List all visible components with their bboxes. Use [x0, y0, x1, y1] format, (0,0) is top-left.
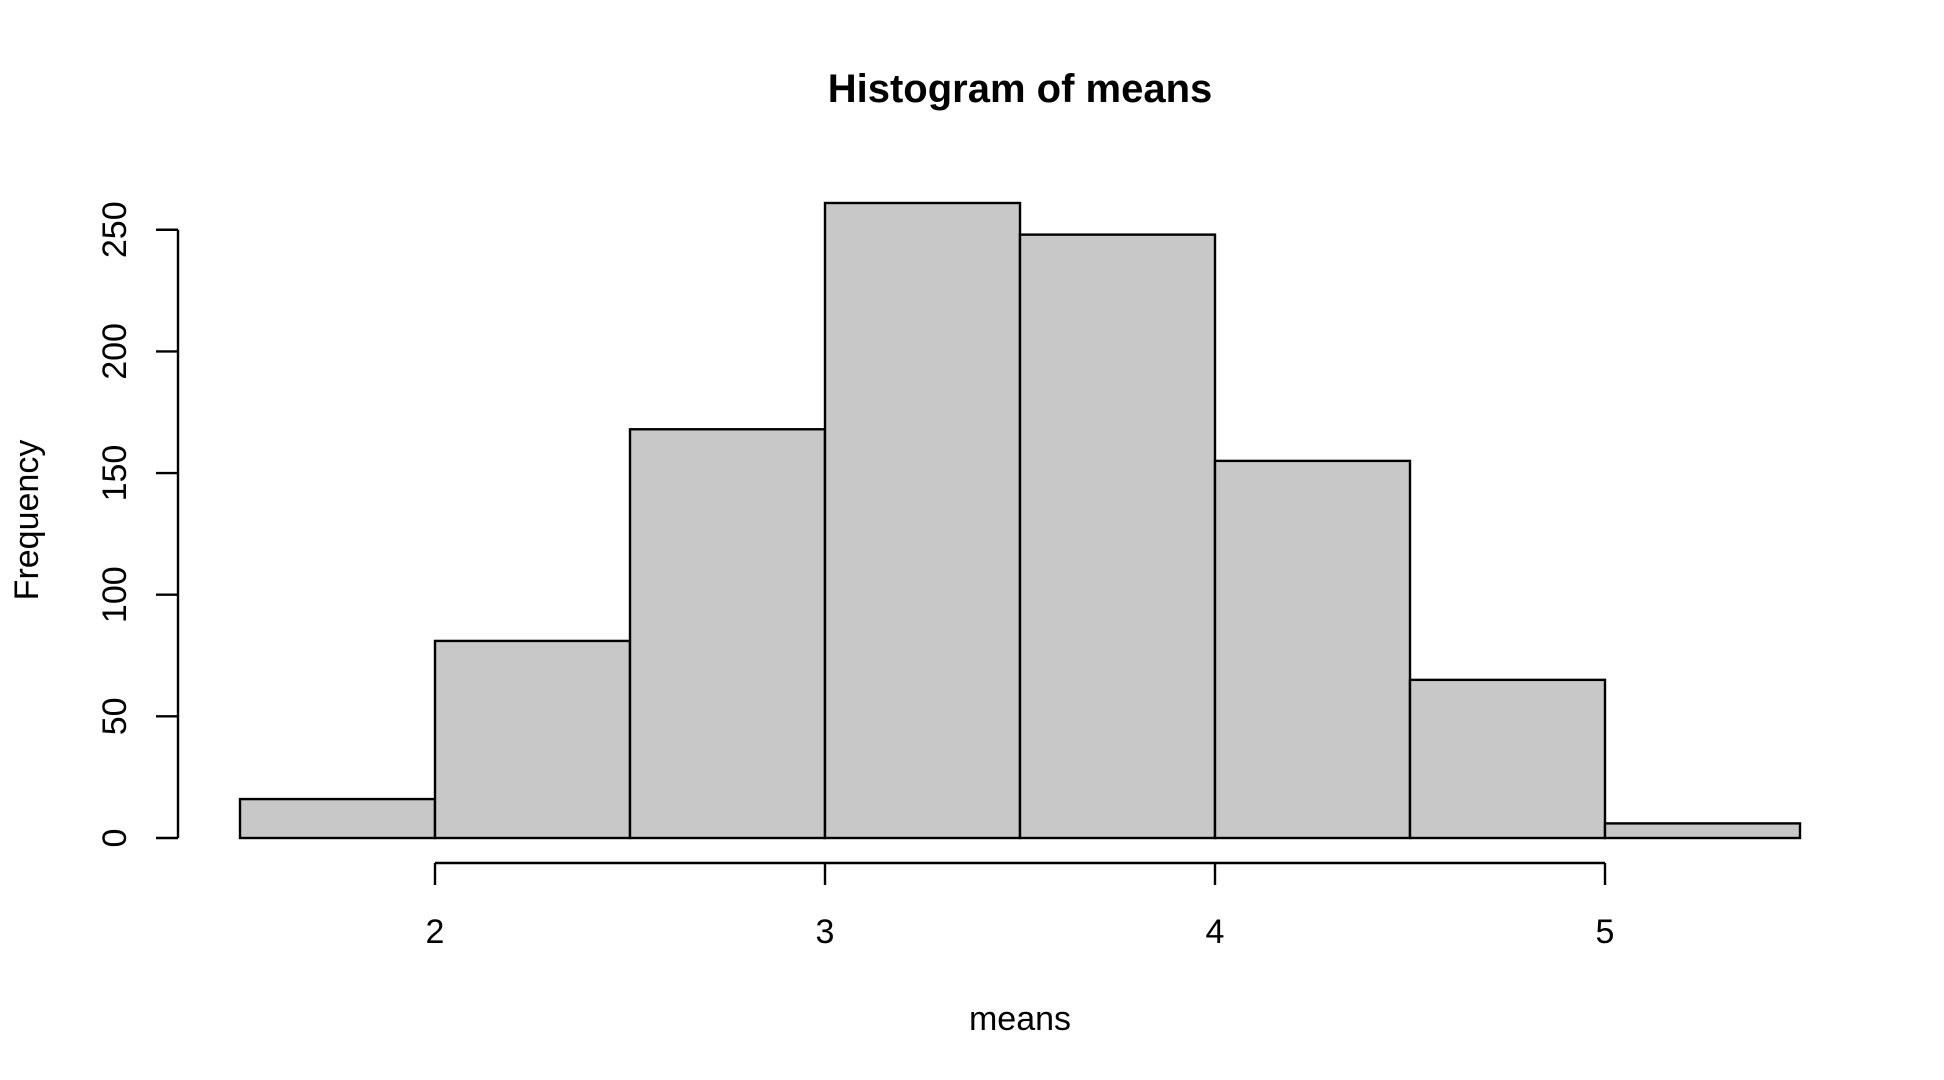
x-axis-label: means: [969, 1000, 1071, 1038]
y-axis-label: Frequency: [8, 440, 46, 601]
y-tick-label: 250: [96, 201, 134, 258]
x-tick-label: 4: [1206, 913, 1225, 951]
bars-group: [238, 201, 1802, 840]
y-tick-label: 0: [96, 829, 134, 848]
y-tick-label: 200: [96, 323, 134, 380]
histogram-bar: [1018, 233, 1217, 840]
y-tick-label: 100: [96, 566, 134, 623]
histogram-bar: [823, 201, 1022, 840]
x-tick-label: 3: [816, 913, 835, 951]
histogram-bar: [1603, 822, 1802, 840]
histogram-bar: [238, 797, 437, 840]
histogram-bar: [628, 428, 827, 840]
histogram-bar: [433, 639, 632, 840]
y-tick-label: 50: [96, 697, 134, 735]
histogram-bar: [1408, 678, 1607, 840]
histogram-bar: [1213, 459, 1412, 840]
y-tick-label: 150: [96, 445, 134, 502]
y-axis: 0 50 100 150 200 250: [96, 201, 180, 848]
chart-title: Histogram of means: [828, 67, 1213, 111]
x-axis: 2 3 4 5: [426, 861, 1615, 951]
x-tick-label: 2: [426, 913, 445, 951]
x-tick-label: 5: [1596, 913, 1615, 951]
